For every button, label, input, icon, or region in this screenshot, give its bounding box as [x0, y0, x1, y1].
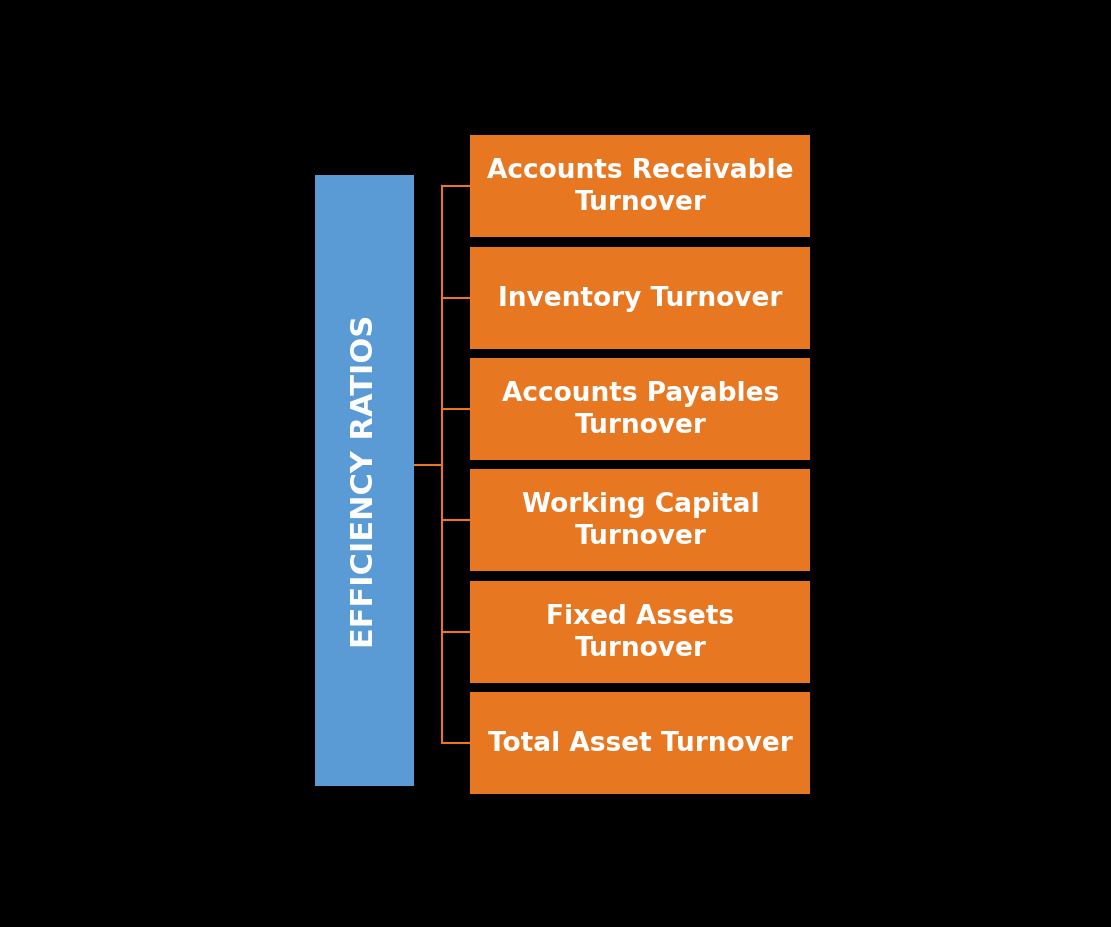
FancyBboxPatch shape	[470, 692, 811, 794]
FancyBboxPatch shape	[470, 581, 811, 683]
Text: Total Asset Turnover: Total Asset Turnover	[488, 730, 793, 756]
Text: Inventory Turnover: Inventory Turnover	[498, 286, 782, 311]
Text: Accounts Payables
Turnover: Accounts Payables Turnover	[502, 381, 779, 438]
Text: Fixed Assets
Turnover: Fixed Assets Turnover	[547, 603, 734, 661]
Text: Accounts Receivable
Turnover: Accounts Receivable Turnover	[487, 159, 793, 216]
FancyBboxPatch shape	[470, 359, 811, 461]
FancyBboxPatch shape	[470, 248, 811, 349]
FancyBboxPatch shape	[470, 136, 811, 238]
FancyBboxPatch shape	[316, 175, 414, 786]
FancyBboxPatch shape	[470, 470, 811, 572]
Text: EFFICIENCY RATIOS: EFFICIENCY RATIOS	[350, 314, 379, 647]
Text: Working Capital
Turnover: Working Capital Turnover	[521, 492, 759, 550]
